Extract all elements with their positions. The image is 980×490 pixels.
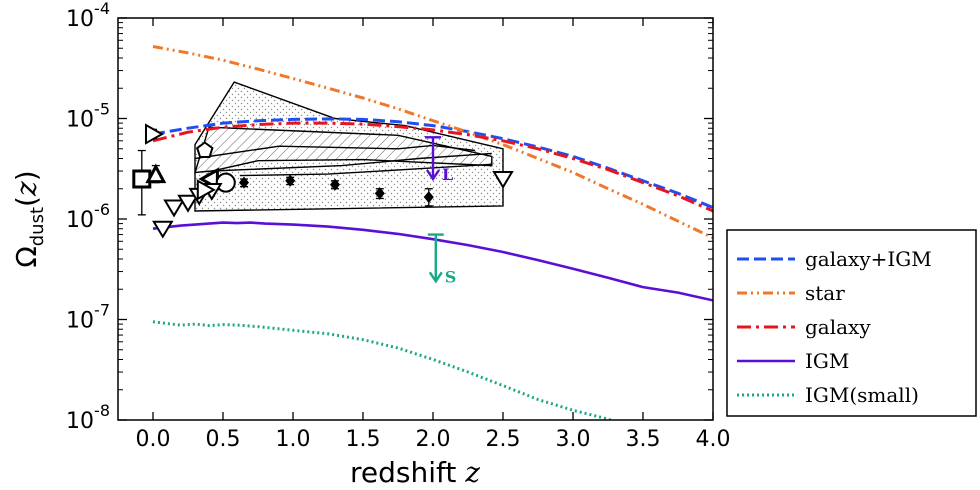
y-axis-title: Ωdust(z) bbox=[10, 170, 48, 267]
plot-area bbox=[118, 18, 713, 420]
legend-label: galaxy+IGM bbox=[805, 247, 932, 271]
y-axis-title-var: z bbox=[10, 181, 43, 197]
x-tick-label: 1.5 bbox=[346, 427, 381, 452]
filled-point-5 bbox=[423, 188, 434, 207]
filled-point-1 bbox=[239, 176, 249, 189]
x-axis-title-var: z bbox=[464, 456, 480, 489]
open-point-circle-6 bbox=[215, 172, 236, 193]
open-point-triangle-down-12 bbox=[492, 171, 514, 189]
legend-item-igm-small: IGM(small) bbox=[737, 383, 919, 407]
y-tick-label: 10-6 bbox=[66, 200, 110, 233]
upper-limit-label: L bbox=[442, 165, 453, 184]
legend-label: IGM bbox=[805, 349, 849, 373]
filled-point-2 bbox=[285, 174, 296, 187]
x-tick-label: 2.0 bbox=[416, 427, 451, 452]
y-tick-label: 10-4 bbox=[66, 0, 110, 32]
x-tick-label: 0.0 bbox=[136, 427, 171, 452]
open-point-triangle-down-8 bbox=[163, 199, 185, 218]
series-line-galaxy-igm bbox=[152, 117, 713, 209]
x-tick: 3.0 bbox=[556, 18, 591, 452]
x-tick-label: 3.5 bbox=[626, 427, 661, 452]
legend-box bbox=[726, 229, 977, 417]
y-tick: 10-4 bbox=[66, 0, 713, 32]
region-bound-line-3 bbox=[239, 163, 492, 177]
legend-label: IGM(small) bbox=[805, 383, 919, 407]
y-tick-label: 10-5 bbox=[66, 100, 110, 133]
x-tick-label: 4.0 bbox=[696, 427, 731, 452]
x-tick-label: 2.5 bbox=[486, 427, 521, 452]
y-axis-title-omega: Ω bbox=[10, 246, 43, 267]
series-line-galaxy bbox=[152, 121, 713, 213]
y-tick: 10-5 bbox=[66, 100, 713, 133]
filled-point-3 bbox=[330, 178, 340, 191]
region-bound-line-2 bbox=[211, 152, 492, 172]
region-bounds bbox=[194, 144, 492, 177]
open-point-triangle-up-2 bbox=[145, 163, 167, 184]
x-tick: 1.5 bbox=[346, 18, 381, 452]
x-tick: 2.5 bbox=[486, 18, 521, 452]
hatched-region bbox=[194, 126, 493, 174]
y-tick: 10-7 bbox=[66, 301, 713, 334]
legend: galaxy+IGM star galaxy IGM IGM(small) bbox=[726, 229, 977, 417]
legend-item-star: star bbox=[737, 281, 845, 305]
legend-item-igm: IGM bbox=[737, 349, 849, 373]
open-point-triangle-down-7 bbox=[152, 220, 174, 239]
upper-limit-label: S bbox=[445, 267, 457, 286]
region-bound-line-1 bbox=[194, 144, 476, 160]
series-line-star bbox=[152, 45, 713, 240]
legend-item-galaxy-igm: galaxy+IGM bbox=[737, 247, 932, 271]
y-axis-title-close: ) bbox=[10, 170, 43, 181]
legend-label: galaxy bbox=[805, 315, 871, 339]
open-point-triangle-right-13 bbox=[196, 179, 216, 201]
open-point-triangle-down-9 bbox=[177, 194, 199, 213]
y-axis-title-sub: dust bbox=[27, 207, 48, 246]
legend-item-galaxy: galaxy bbox=[737, 315, 871, 339]
x-tick: 2.0 bbox=[416, 18, 451, 452]
upper-limits: LS bbox=[425, 136, 457, 286]
series-line-igm-small bbox=[152, 320, 615, 420]
y-tick-label: 10-8 bbox=[66, 401, 110, 434]
upper-limit-l: L bbox=[425, 136, 453, 184]
x-tick-label: 0.5 bbox=[206, 427, 241, 452]
x-axis-ticks: 0.0 0.5 1.0 1.5 2.0 2.5 3.0 3.5 4.0 bbox=[136, 18, 731, 452]
open-point-triangle-right-3 bbox=[145, 123, 165, 145]
x-tick: 0.0 bbox=[136, 18, 171, 452]
x-tick: 3.5 bbox=[626, 18, 661, 452]
open-point-pentagon-4 bbox=[196, 141, 214, 158]
x-axis-title: redshift z bbox=[350, 456, 480, 489]
y-tick: 10-6 bbox=[66, 200, 713, 233]
x-tick: 0.5 bbox=[206, 18, 241, 452]
series-lines bbox=[152, 45, 713, 420]
y-tick-label: 10-7 bbox=[66, 301, 110, 334]
y-minor-ticks bbox=[118, 22, 713, 391]
y-tick: 10-8 bbox=[66, 401, 713, 434]
y-axis-title-open: ( bbox=[10, 196, 43, 207]
x-tick-label: 3.0 bbox=[556, 427, 591, 452]
series-line-igm bbox=[152, 221, 713, 302]
filled-point-4 bbox=[374, 187, 385, 200]
x-tick-label: 1.0 bbox=[276, 427, 311, 452]
observation-regions bbox=[194, 81, 504, 212]
x-tick: 1.0 bbox=[276, 18, 311, 452]
upper-limit-s: S bbox=[427, 233, 457, 286]
data-points bbox=[132, 123, 514, 239]
y-axis-ticks: 10-4 10-5 10-6 10-7 10-8 bbox=[66, 0, 713, 434]
x-tick: 4.0 bbox=[696, 18, 731, 452]
x-axis-title-text: redshift bbox=[350, 456, 465, 489]
legend-label: star bbox=[805, 281, 845, 305]
